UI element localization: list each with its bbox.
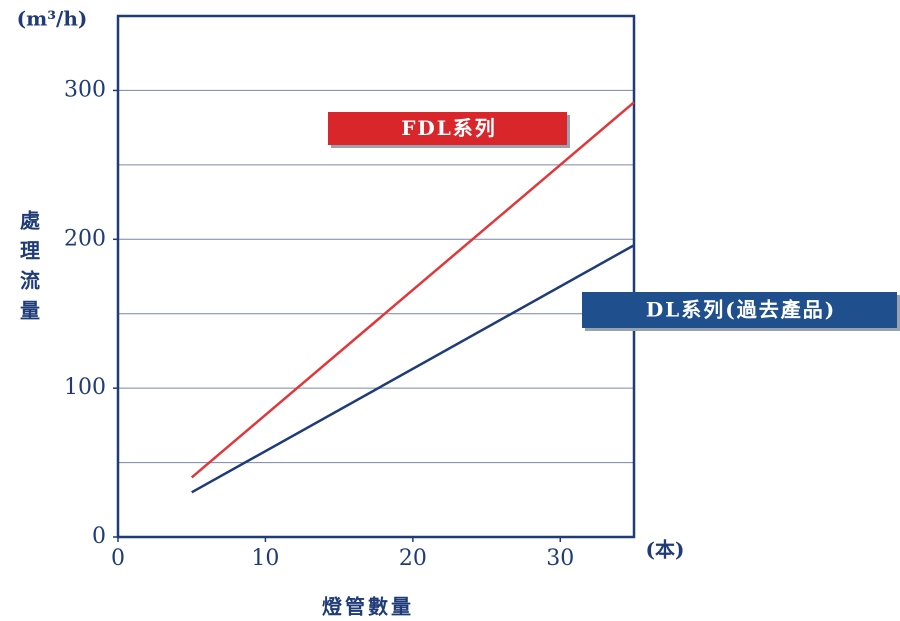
series-label: DL系列(過去產品) [646, 298, 836, 322]
x-tick-label: 30 [546, 546, 574, 571]
label-box [328, 112, 567, 145]
x-axis-label: 燈管數量 [322, 595, 414, 619]
series-line [191, 244, 635, 494]
y-tick-label: 300 [64, 77, 106, 102]
y-tick-label: 0 [92, 524, 106, 549]
x-tick-label: 10 [251, 546, 279, 571]
series-label: FDL系列 [401, 116, 497, 140]
y-tick-label: 100 [64, 375, 106, 400]
x-unit: (本) [646, 538, 685, 562]
label-box [582, 292, 897, 328]
series-line [190, 101, 635, 479]
x-tick-label: 20 [399, 546, 427, 571]
plot-frame [116, 14, 636, 539]
x-tick-label: 0 [111, 546, 125, 571]
y-unit: (m³/h) [17, 7, 88, 31]
y-axis-label: 處理流量 [17, 210, 41, 330]
y-tick-label: 200 [64, 226, 106, 251]
